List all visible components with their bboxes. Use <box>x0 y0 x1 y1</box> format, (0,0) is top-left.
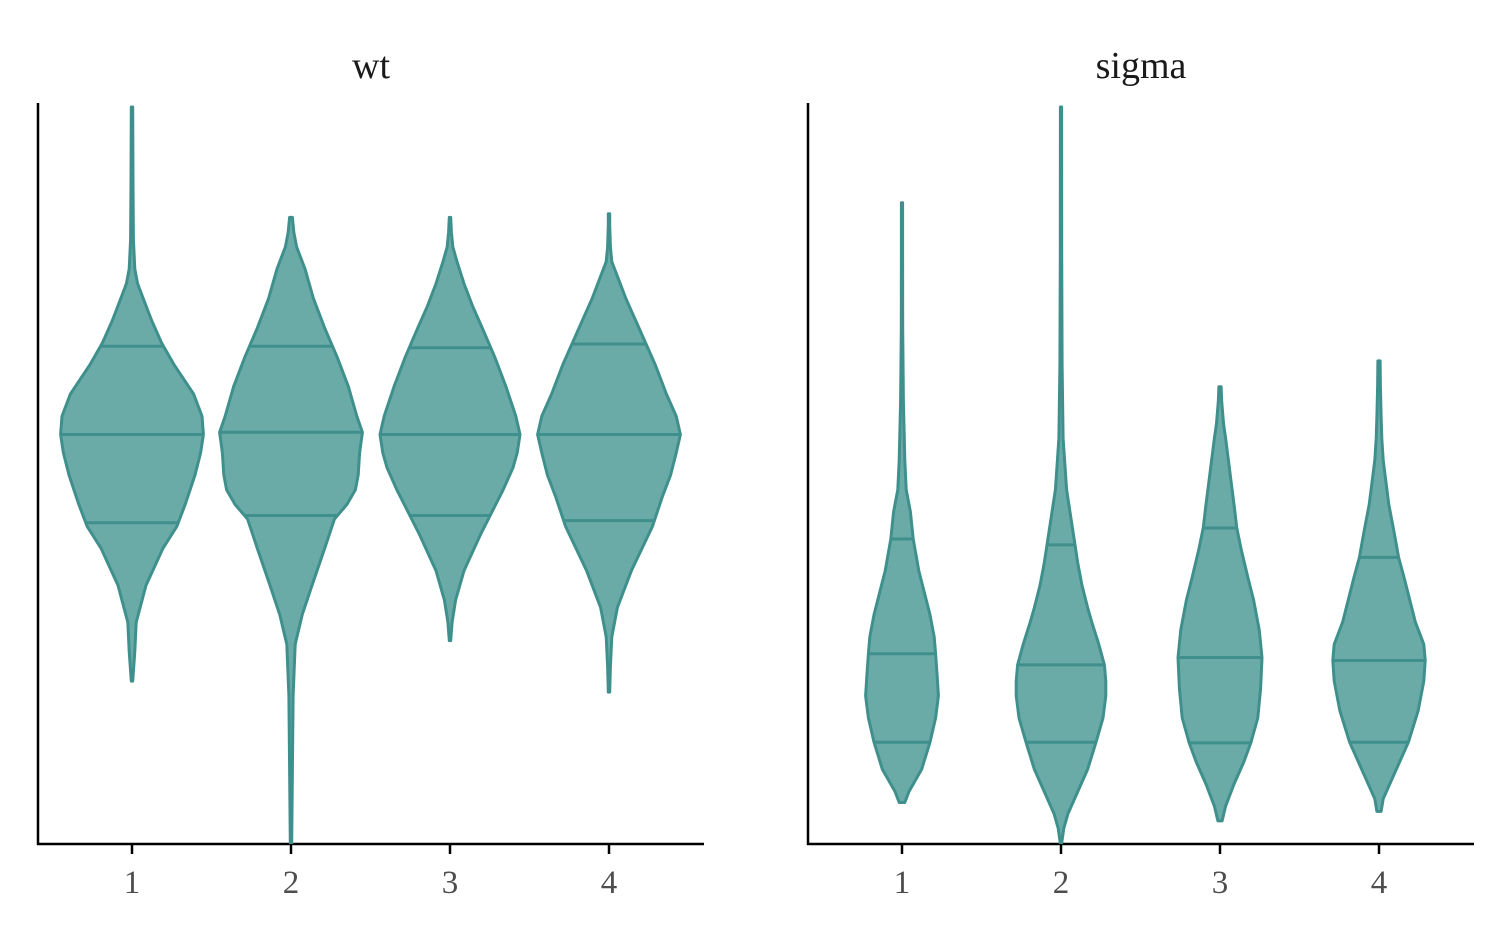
x-tick-label: 4 <box>601 865 618 901</box>
x-tick-label: 2 <box>1053 865 1070 901</box>
violin-wt-chain-4 <box>536 212 682 694</box>
violin-group-wt <box>59 105 682 845</box>
x-tick-label: 1 <box>124 865 141 901</box>
x-tick-label: 3 <box>1212 865 1229 901</box>
violin-wt-chain-1 <box>59 105 205 683</box>
panel-title-sigma: sigma <box>1096 45 1187 87</box>
x-tick-label: 2 <box>283 865 300 901</box>
violin-sigma-chain-3 <box>1176 385 1264 823</box>
violin-group-sigma <box>864 105 1427 845</box>
violin-sigma-chain-4 <box>1331 359 1427 813</box>
violin-wt-chain-3 <box>378 215 522 643</box>
x-tick-label: 3 <box>442 865 459 901</box>
panel-title-wt: wt <box>352 45 390 87</box>
violin-sigma-chain-2 <box>1014 105 1108 845</box>
panel-wt: wt 1 2 3 4 <box>36 45 704 901</box>
violin-wt-chain-2 <box>218 215 364 845</box>
x-ticks-wt: 1 2 3 4 <box>124 844 618 901</box>
x-ticks-sigma: 1 2 3 4 <box>894 844 1388 901</box>
x-tick-label: 1 <box>894 865 911 901</box>
violin-sigma-chain-1 <box>864 201 940 804</box>
x-tick-label: 4 <box>1371 865 1388 901</box>
panel-sigma: sigma 1 2 3 4 <box>806 45 1474 901</box>
